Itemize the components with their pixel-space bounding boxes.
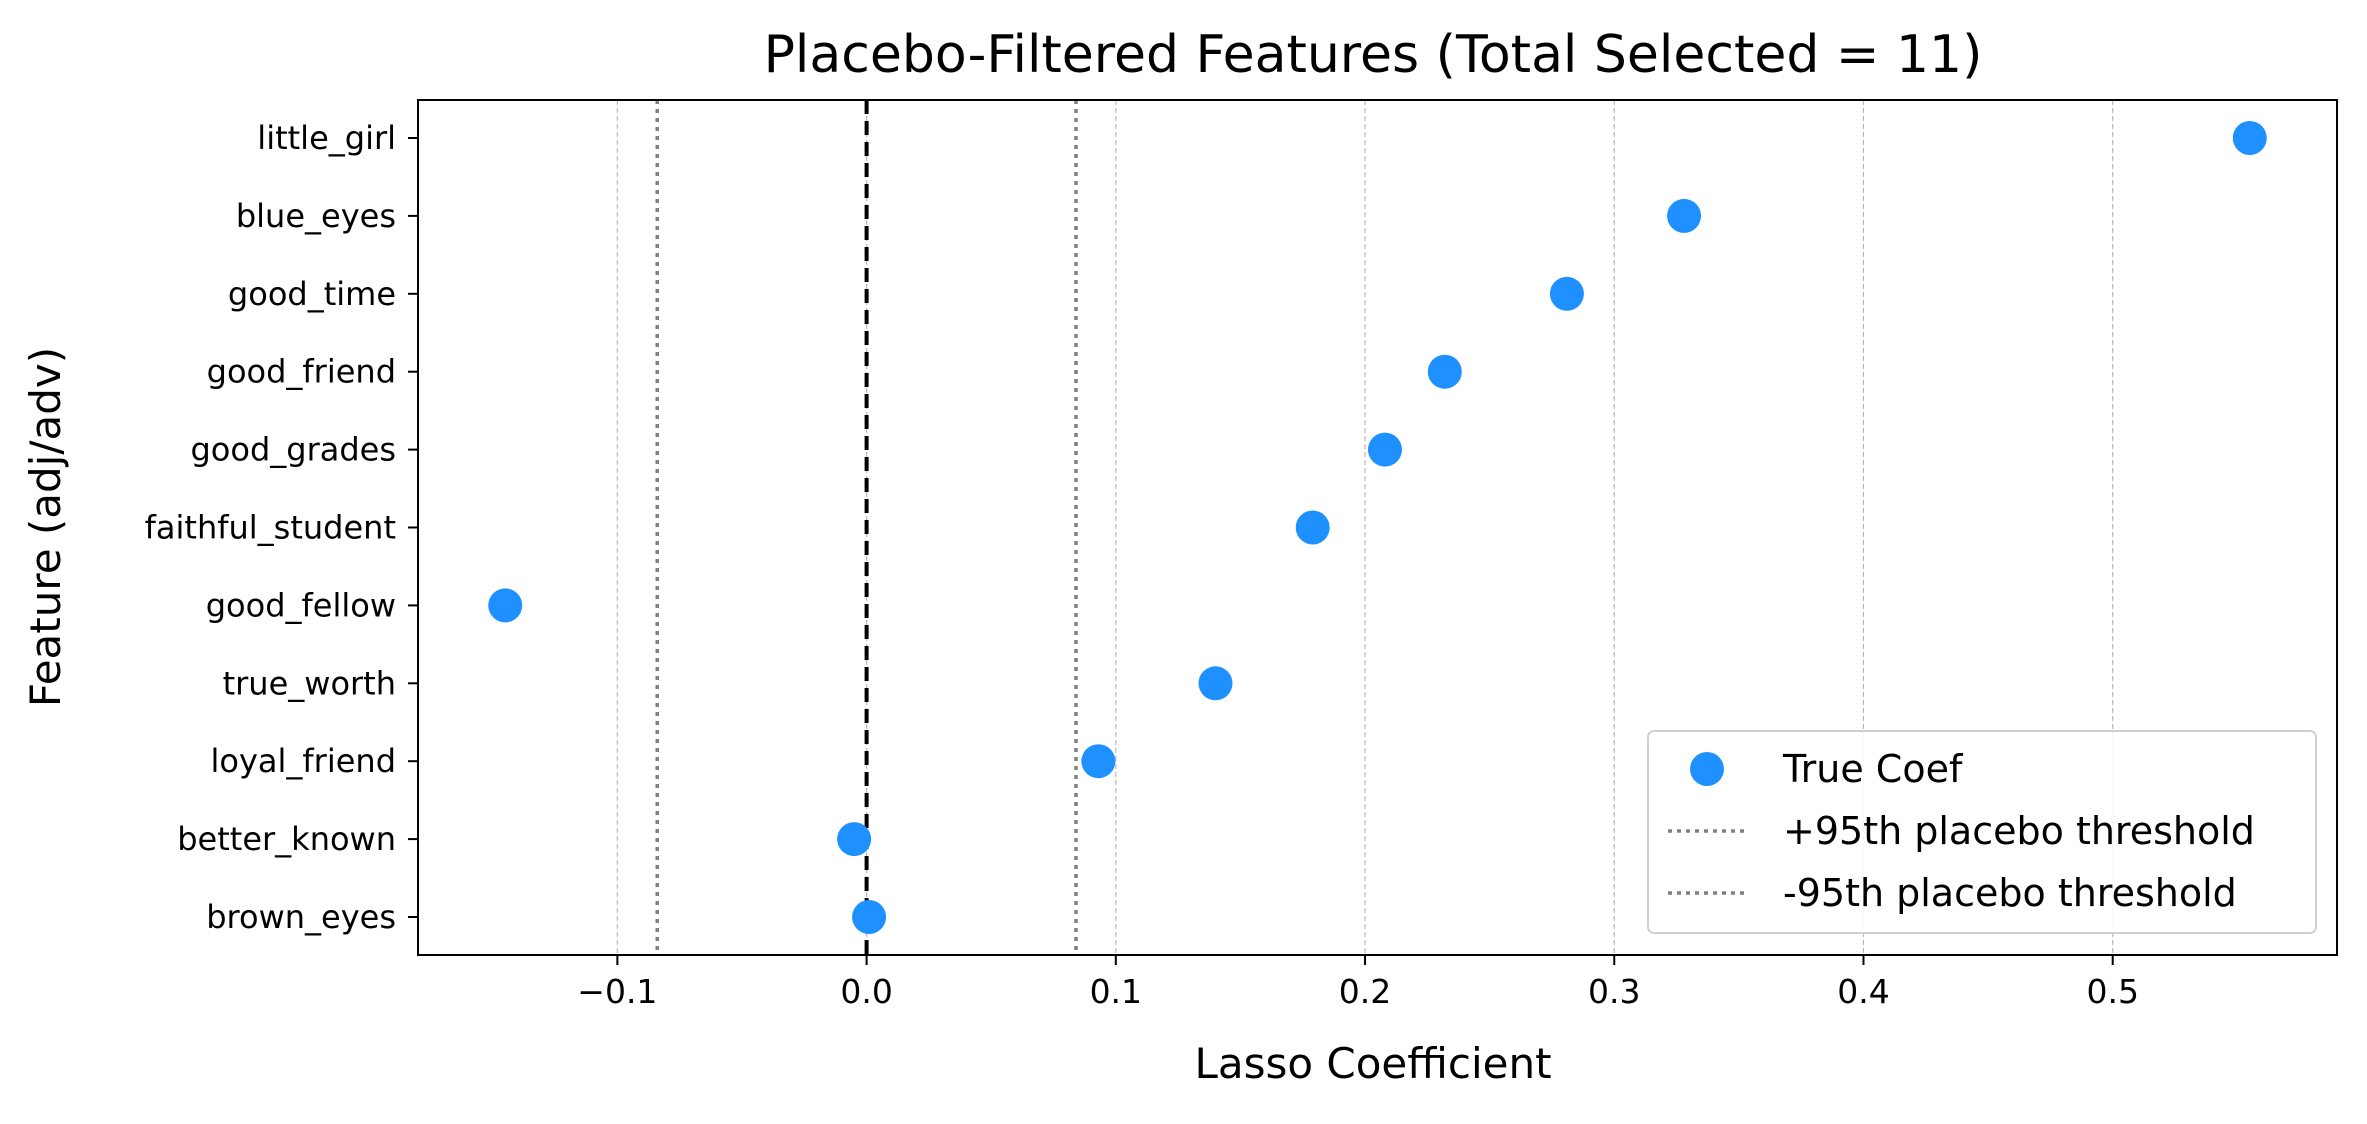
legend: True Coef +95th placebo threshold -95th pl… xyxy=(1647,730,2317,934)
x-tick-label: 0.5 xyxy=(2086,972,2138,1011)
data-point xyxy=(1549,276,1584,311)
data-points xyxy=(488,121,2267,934)
data-point xyxy=(1295,510,1330,545)
y-tick-label: good_friend xyxy=(207,353,396,391)
legend-label: +95th placebo threshold xyxy=(1783,809,2255,853)
x-tick-label: 0.4 xyxy=(1837,972,1889,1011)
chart-title: Placebo-Filtered Features (Total Selecte… xyxy=(764,25,1983,85)
x-tick-label: 0.0 xyxy=(840,972,892,1011)
x-tick-label: 0.3 xyxy=(1588,972,1640,1011)
x-tick-label: 0.2 xyxy=(1339,972,1391,1011)
data-point xyxy=(1367,432,1402,467)
y-tick-label: loyal_friend xyxy=(211,742,397,780)
data-point xyxy=(1198,666,1233,701)
y-axis-ticks: little_girl blue_eyes good_time good_friend… xyxy=(145,119,418,936)
reference-lines xyxy=(655,100,1078,955)
data-point xyxy=(1081,744,1116,779)
data-point xyxy=(852,900,887,934)
legend-box xyxy=(1647,730,2317,934)
y-tick-label: better_known xyxy=(177,820,396,858)
y-tick-label: little_girl xyxy=(257,119,396,157)
data-point xyxy=(1427,354,1462,389)
x-axis-label: Lasso Coefficient xyxy=(1194,1039,1551,1088)
data-point xyxy=(488,588,523,623)
y-tick-label: good_fellow xyxy=(206,586,396,624)
y-tick-label: good_grades xyxy=(190,431,396,469)
x-tick-label: 0.1 xyxy=(1090,972,1142,1011)
x-tick-label: −0.1 xyxy=(577,972,657,1011)
data-point xyxy=(1667,198,1702,233)
y-tick-label: faithful_student xyxy=(145,509,396,547)
y-axis-label: Feature (adj/adv) xyxy=(21,347,70,707)
y-tick-label: brown_eyes xyxy=(206,898,396,936)
y-tick-label: blue_eyes xyxy=(236,197,396,235)
legend-label: -95th placebo threshold xyxy=(1783,871,2237,915)
y-tick-label: true_worth xyxy=(223,664,396,702)
legend-marker-true-coef xyxy=(1690,752,1724,786)
data-point xyxy=(837,822,872,857)
x-axis-ticks: −0.1 0.0 0.1 0.2 0.3 0.4 0.5 xyxy=(577,955,2139,1011)
legend-label: True Coef xyxy=(1782,747,1964,791)
y-tick-label: good_time xyxy=(228,275,396,313)
data-point xyxy=(2232,121,2267,155)
